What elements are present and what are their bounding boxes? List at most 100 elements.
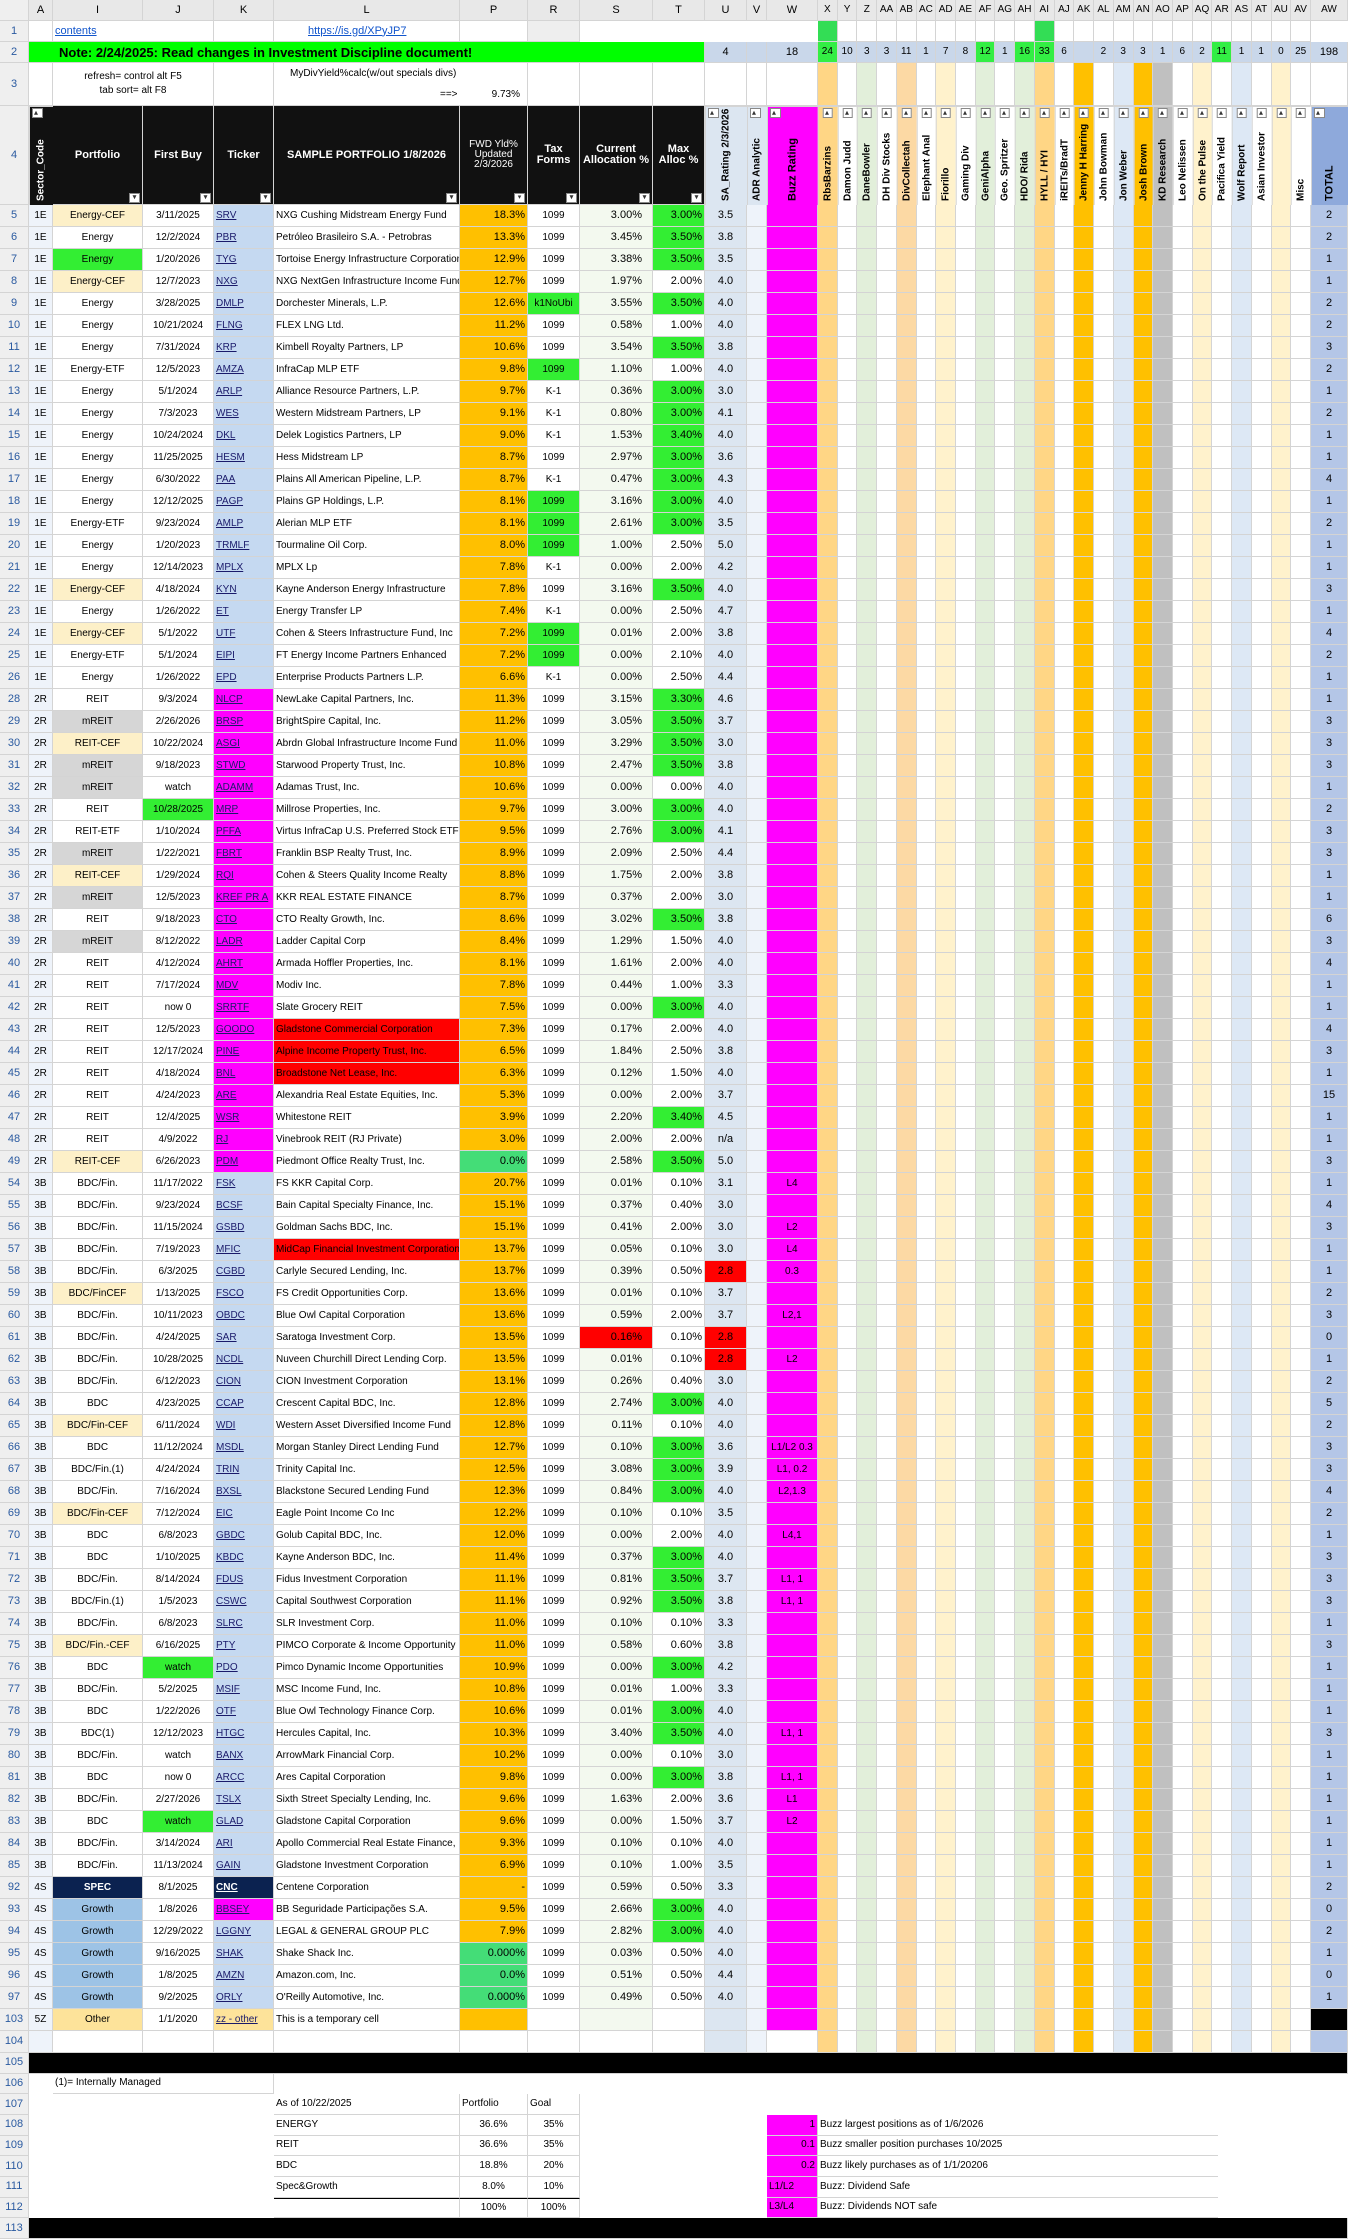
ticker[interactable]: WSR: [214, 1107, 274, 1129]
ticker[interactable]: DMLP: [214, 293, 274, 315]
ticker[interactable]: ET: [214, 601, 274, 623]
filter-button[interactable]: ▾: [1118, 108, 1129, 118]
ticker[interactable]: FSK: [214, 1173, 274, 1195]
ticker[interactable]: MSDL: [214, 1437, 274, 1459]
filter-button[interactable]: ▾: [823, 108, 833, 118]
ticker[interactable]: HTGC: [214, 1723, 274, 1745]
contents-link[interactable]: contents: [53, 21, 214, 42]
ticker[interactable]: TYG: [214, 249, 274, 271]
ticker[interactable]: AMZN: [214, 1965, 274, 1987]
filter-button[interactable]: ▾: [708, 108, 719, 118]
ticker[interactable]: TSLX: [214, 1789, 274, 1811]
ticker[interactable]: KYN: [214, 579, 274, 601]
ticker[interactable]: DKL: [214, 425, 274, 447]
filter-button[interactable]: ▾: [1296, 108, 1307, 118]
ticker[interactable]: CSWC: [214, 1591, 274, 1613]
ticker[interactable]: KREF PR A: [214, 887, 274, 909]
ticker[interactable]: GOODO: [214, 1019, 274, 1041]
filter-button[interactable]: ▾: [129, 193, 140, 203]
ticker[interactable]: NCDL: [214, 1349, 274, 1371]
ticker[interactable]: zz - other: [214, 2009, 274, 2031]
ticker[interactable]: ADAMM: [214, 777, 274, 799]
ticker[interactable]: OBDC: [214, 1305, 274, 1327]
ticker[interactable]: GBDC: [214, 1525, 274, 1547]
filter-button[interactable]: ▾: [842, 108, 853, 118]
filter-button[interactable]: ▾: [1217, 108, 1228, 118]
ticker[interactable]: SRRTF: [214, 997, 274, 1019]
filter-button[interactable]: ▾: [1314, 108, 1325, 118]
ticker[interactable]: MRP: [214, 799, 274, 821]
ticker[interactable]: RJ: [214, 1129, 274, 1151]
filter-button[interactable]: ▾: [961, 108, 972, 118]
ticker[interactable]: LGGNY: [214, 1921, 274, 1943]
filter-button[interactable]: ▾: [260, 193, 271, 203]
ticker[interactable]: BXSL: [214, 1481, 274, 1503]
filter-button[interactable]: ▾: [1138, 108, 1149, 118]
ticker[interactable]: ARLP: [214, 381, 274, 403]
ticker[interactable]: AMLP: [214, 513, 274, 535]
ticker[interactable]: FDUS: [214, 1569, 274, 1591]
ticker[interactable]: TRMLF: [214, 535, 274, 557]
ticker[interactable]: OTF: [214, 1701, 274, 1723]
filter-button[interactable]: ▾: [901, 108, 912, 118]
filter-button[interactable]: ▾: [1158, 108, 1169, 118]
ticker[interactable]: BRSP: [214, 711, 274, 733]
ticker[interactable]: WES: [214, 403, 274, 425]
ticker[interactable]: PFFA: [214, 821, 274, 843]
ticker[interactable]: STWD: [214, 755, 274, 777]
ticker[interactable]: CION: [214, 1371, 274, 1393]
ticker[interactable]: GAIN: [214, 1855, 274, 1877]
filter-button[interactable]: ▾: [1079, 108, 1090, 118]
ticker[interactable]: MFIC: [214, 1239, 274, 1261]
filter-button[interactable]: ▾: [1039, 108, 1050, 118]
ticker[interactable]: TRIN: [214, 1459, 274, 1481]
ticker[interactable]: FSCO: [214, 1283, 274, 1305]
filter-button[interactable]: ▾: [1059, 108, 1070, 118]
ticker[interactable]: EPD: [214, 667, 274, 689]
filter-button[interactable]: ▾: [1099, 108, 1110, 118]
ticker[interactable]: FLNG: [214, 315, 274, 337]
ticker[interactable]: SRV: [214, 205, 274, 227]
ticker[interactable]: KRP: [214, 337, 274, 359]
filter-button[interactable]: ▾: [446, 193, 457, 203]
ticker[interactable]: MPLX: [214, 557, 274, 579]
ticker[interactable]: ASGI: [214, 733, 274, 755]
ticker[interactable]: ARE: [214, 1085, 274, 1107]
ticker[interactable]: KBDC: [214, 1547, 274, 1569]
ticker[interactable]: PBR: [214, 227, 274, 249]
ticker[interactable]: LADR: [214, 931, 274, 953]
ticker[interactable]: NLCP: [214, 689, 274, 711]
ticker[interactable]: MDV: [214, 975, 274, 997]
ticker[interactable]: CNC: [214, 1877, 274, 1899]
url-link[interactable]: https://is.gd/XPyJP7: [274, 21, 460, 42]
filter-button[interactable]: ▾: [1197, 108, 1208, 118]
ticker[interactable]: CTO: [214, 909, 274, 931]
ticker[interactable]: BBSEY: [214, 1899, 274, 1921]
filter-button[interactable]: ▾: [32, 108, 43, 118]
ticker[interactable]: SHAK: [214, 1943, 274, 1965]
ticker[interactable]: AHRT: [214, 953, 274, 975]
filter-button[interactable]: ▾: [770, 108, 781, 118]
ticker[interactable]: ARCC: [214, 1767, 274, 1789]
ticker[interactable]: PDM: [214, 1151, 274, 1173]
ticker[interactable]: UTF: [214, 623, 274, 645]
filter-button[interactable]: ▾: [941, 108, 952, 118]
ticker[interactable]: PAA: [214, 469, 274, 491]
filter-button[interactable]: ▾: [980, 108, 991, 118]
ticker[interactable]: HESM: [214, 447, 274, 469]
filter-button[interactable]: ▾: [1020, 108, 1031, 118]
ticker[interactable]: FBRT: [214, 843, 274, 865]
ticker[interactable]: CCAP: [214, 1393, 274, 1415]
ticker[interactable]: ARI: [214, 1833, 274, 1855]
filter-button[interactable]: ▾: [1177, 108, 1188, 118]
filter-button[interactable]: ▾: [921, 108, 932, 118]
ticker[interactable]: NXG: [214, 271, 274, 293]
ticker[interactable]: WDI: [214, 1415, 274, 1437]
ticker[interactable]: CGBD: [214, 1261, 274, 1283]
ticker[interactable]: PAGP: [214, 491, 274, 513]
filter-button[interactable]: ▾: [750, 108, 761, 118]
ticker[interactable]: PDO: [214, 1657, 274, 1679]
ticker[interactable]: EIC: [214, 1503, 274, 1525]
filter-button[interactable]: ▾: [862, 108, 873, 118]
ticker[interactable]: GLAD: [214, 1811, 274, 1833]
